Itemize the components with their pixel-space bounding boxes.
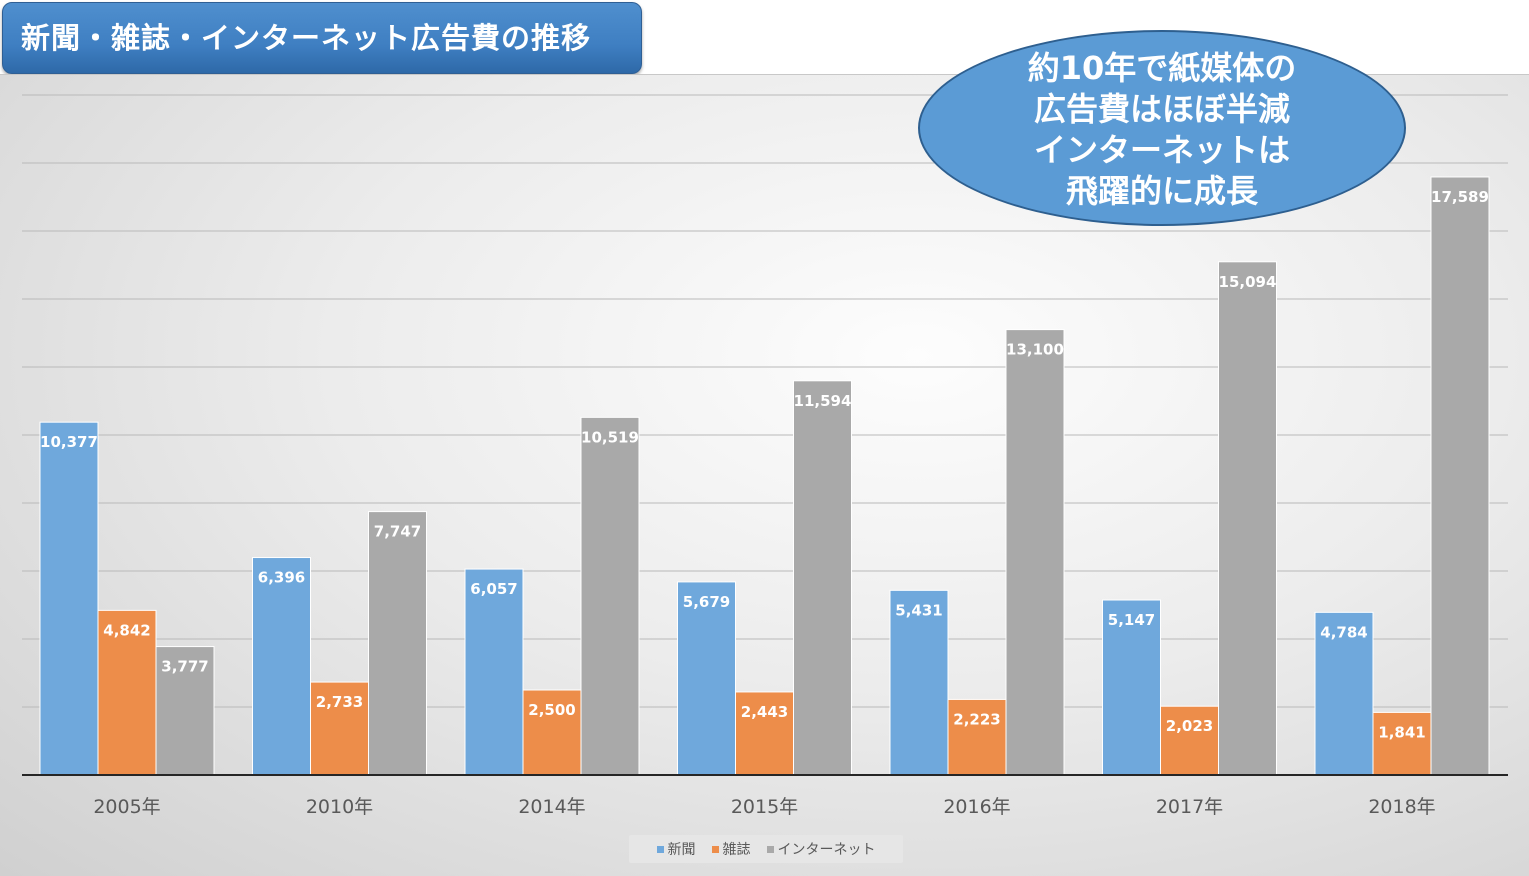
bar-internet <box>1430 176 1490 776</box>
legend-item-magazine: 雑誌 <box>711 839 751 859</box>
legend-swatch-magazine <box>711 845 719 853</box>
data-label: 3,777 <box>161 658 208 676</box>
bar-internet <box>793 380 852 776</box>
legend-swatch-newspaper <box>656 845 664 853</box>
data-label: 2,023 <box>1166 717 1213 735</box>
bar-chart: 10,377 4,842 3,777 2005年 6,396 2,733 7,747 2010… <box>22 94 1508 818</box>
bar-newspaper <box>464 568 524 776</box>
bar-newspaper <box>677 581 736 776</box>
data-label: 1,841 <box>1378 723 1425 741</box>
data-label: 2,500 <box>528 701 575 719</box>
bar-magazine <box>1372 711 1432 776</box>
bar-internet <box>155 646 215 776</box>
legend-label: インターネット <box>777 842 876 858</box>
x-tick-label: 2016年 <box>943 796 1010 818</box>
callout-line: 約10年で紙媒体の <box>1027 49 1297 87</box>
bar-magazine <box>522 689 582 776</box>
data-label: 15,094 <box>1219 273 1277 291</box>
callout-line: 広告費はほぼ半減 <box>1033 90 1290 128</box>
chart-legend: 新聞 雑誌 インターネット <box>629 835 903 863</box>
x-tick-label: 2014年 <box>518 796 585 818</box>
data-label: 13,100 <box>1006 341 1064 359</box>
data-label: 4,842 <box>103 621 150 639</box>
chart-title: 新聞・雑誌・インターネット広告費の推移 <box>2 2 642 74</box>
bar-internet <box>1005 329 1065 776</box>
data-label: 5,431 <box>895 601 942 619</box>
legend-item-internet: インターネット <box>766 839 876 859</box>
bar-newspaper <box>252 557 311 776</box>
data-label: 4,784 <box>1320 623 1367 641</box>
callout-line: インターネットは <box>1033 131 1290 169</box>
legend-swatch-internet <box>766 845 774 853</box>
data-label: 10,377 <box>40 433 98 451</box>
bar-internet <box>1218 261 1277 776</box>
bar-magazine <box>735 691 794 776</box>
bar-magazine <box>1160 705 1219 776</box>
bar-magazine <box>947 698 1007 776</box>
x-tick-label: 2005年 <box>93 796 160 818</box>
data-label: 17,589 <box>1431 188 1489 206</box>
data-label: 6,057 <box>470 580 517 598</box>
bar-internet <box>368 511 427 776</box>
data-label: 7,747 <box>374 523 421 541</box>
bar-newspaper <box>1314 611 1374 776</box>
bar-newspaper <box>39 421 99 776</box>
data-label: 10,519 <box>581 428 639 446</box>
legend-label: 雑誌 <box>722 842 751 858</box>
bar-newspaper <box>1102 599 1161 776</box>
bar-magazine <box>310 681 369 776</box>
data-label: 6,396 <box>258 569 305 587</box>
data-label: 2,443 <box>741 703 788 721</box>
data-label: 5,679 <box>683 593 730 611</box>
data-label: 2,733 <box>316 693 363 711</box>
x-tick-label: 2015年 <box>731 796 798 818</box>
legend-label: 新聞 <box>667 842 696 858</box>
x-tick-label: 2010年 <box>306 796 373 818</box>
x-tick-label: 2018年 <box>1368 796 1435 818</box>
callout-bubble: 約10年で紙媒体の 広告費はほぼ半減 インターネットは 飛躍的に成長 <box>918 30 1406 226</box>
bar-newspaper <box>889 589 949 776</box>
bar-internet <box>580 416 640 776</box>
legend-item-newspaper: 新聞 <box>656 839 696 859</box>
data-label: 11,594 <box>794 392 852 410</box>
data-label: 5,147 <box>1108 611 1155 629</box>
x-tick-label: 2017年 <box>1156 796 1223 818</box>
callout-line: 飛躍的に成長 <box>1065 172 1258 210</box>
data-label: 2,223 <box>953 710 1000 728</box>
